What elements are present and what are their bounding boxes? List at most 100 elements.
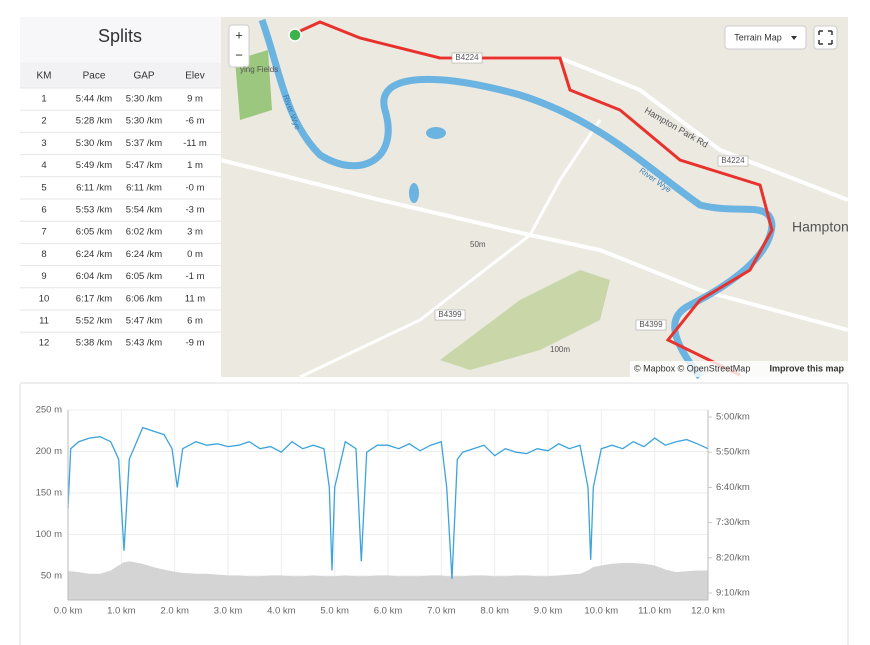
road-label: B4399 <box>639 320 663 329</box>
x-tick-label: 10.0 km <box>584 606 618 617</box>
cell: 5:53 /km <box>76 205 113 216</box>
cell: 6:05 /km <box>126 271 163 282</box>
cell: 6:04 /km <box>76 271 113 282</box>
shield <box>717 155 749 167</box>
cell: -3 m <box>186 205 205 216</box>
fullscreen-button[interactable] <box>813 25 838 50</box>
x-tick-label: 12.0 km <box>691 606 725 617</box>
column-header: Elev <box>185 71 204 82</box>
cell: -9 m <box>186 338 205 349</box>
cell: 4 <box>41 160 46 171</box>
x-tick-label: 6.0 km <box>374 606 403 617</box>
cell: 0 m <box>187 249 203 260</box>
route <box>297 20 774 377</box>
attribution: © Mapbox © OpenStreetMap <box>634 363 750 373</box>
y2-tick-label: 9:10/km <box>716 587 750 598</box>
road-label: B4224 <box>455 53 479 62</box>
improve-link[interactable]: Improve this map <box>769 363 844 373</box>
splits-title: Splits <box>98 26 142 46</box>
y-tick-label: 100 m <box>36 529 62 540</box>
column-header: KM <box>37 71 52 82</box>
cell: 6:24 /km <box>76 249 113 260</box>
x-tick-label: 4.0 km <box>267 606 296 617</box>
cell: 6:11 /km <box>126 182 162 193</box>
column-header: Pace <box>83 71 106 82</box>
x-tick-label: 0.0 km <box>54 606 83 617</box>
splits-table: KM Pace GAP Elev 1 5:44 /km 5:30 /km 9 m 2 5:28 /… <box>20 71 221 349</box>
cell: 9 <box>41 271 46 282</box>
cell: 8 <box>41 249 46 260</box>
splits-header-bg <box>20 17 221 63</box>
cell: 9 m <box>187 94 203 105</box>
cell: 7 <box>41 227 46 238</box>
cell: 5 <box>41 182 46 193</box>
x-tick-label: 9.0 km <box>534 606 563 617</box>
cell: -11 m <box>183 138 207 149</box>
start-marker <box>288 28 302 42</box>
lake <box>409 183 419 203</box>
x-tick-label: 3.0 km <box>214 606 243 617</box>
x-tick-label: 2.0 km <box>160 606 189 617</box>
cell: 6:17 /km <box>76 293 113 304</box>
x-tick-label: 1.0 km <box>107 606 136 617</box>
contour-label: 50m <box>470 240 486 249</box>
road <box>220 158 849 332</box>
elevation-area <box>67 561 709 601</box>
cell: 5:54 /km <box>126 205 163 216</box>
y2-tick-label: 5:00/km <box>716 412 750 423</box>
cell: 5:28 /km <box>76 116 113 127</box>
cell: 6 m <box>187 316 203 327</box>
cell: 12 <box>39 338 50 349</box>
cell: 6:24 /km <box>126 249 163 260</box>
cell: 5:38 /km <box>76 338 113 349</box>
place-label: ying Fields <box>240 65 278 74</box>
town-label: Hampton <box>792 219 849 235</box>
fullscreen-icon <box>818 30 833 45</box>
caret <box>791 36 797 40</box>
cell: 6:06 /km <box>126 293 163 304</box>
y-tick-label: 50 m <box>41 570 62 581</box>
y2-tick-label: 8:20/km <box>716 552 750 563</box>
cell: 6:11 /km <box>76 182 112 193</box>
lake <box>426 127 446 139</box>
cell: 10 <box>39 293 50 304</box>
cell: 5:30 /km <box>126 116 163 127</box>
cell: 5:47 /km <box>126 316 163 327</box>
cell: -0 m <box>186 182 205 193</box>
chart: 50 m 100 m 150 m 200 m 250 m 0.0 km 1.0 km 2.0 … <box>36 405 750 617</box>
column-header: GAP <box>133 71 154 82</box>
cell: 3 <box>41 138 46 149</box>
zoom-control <box>228 24 250 68</box>
cell: 6:05 /km <box>76 227 113 238</box>
style-button[interactable] <box>724 25 807 50</box>
columns-bg <box>20 63 221 88</box>
cell: -6 m <box>186 116 205 127</box>
cell: 5:30 /km <box>76 138 113 149</box>
shield <box>635 319 667 331</box>
cell: 6:02 /km <box>126 227 163 238</box>
contour-label: 100m <box>550 345 570 354</box>
cell: 3 m <box>187 227 203 238</box>
y-tick-label: 150 m <box>36 487 62 498</box>
road-label: B4399 <box>438 310 462 319</box>
cell: 11 m <box>185 293 206 304</box>
pace-line <box>67 426 709 579</box>
zoom-in[interactable]: + <box>235 27 243 42</box>
cell: -1 m <box>186 271 205 282</box>
y2-tick-label: 7:30/km <box>716 517 750 528</box>
y-tick-label: 200 m <box>36 446 62 457</box>
x-tick-label: 5.0 km <box>320 606 349 617</box>
style-button-label[interactable]: Terrain Map <box>734 32 782 42</box>
cell: 5:43 /km <box>126 338 163 349</box>
x-tick-label: 7.0 km <box>427 606 456 617</box>
zoom-out[interactable]: − <box>235 47 243 62</box>
hill <box>440 270 610 370</box>
cell: 11 <box>39 316 49 327</box>
attribution-bg <box>630 361 848 377</box>
map[interactable]: + − Terrain Map B4224 B4224 Hampton Park… <box>220 17 849 380</box>
cell: 2 <box>41 116 46 127</box>
cell: 5:30 /km <box>126 94 163 105</box>
shield <box>451 52 483 64</box>
y2-tick-label: 5:50/km <box>716 447 750 458</box>
